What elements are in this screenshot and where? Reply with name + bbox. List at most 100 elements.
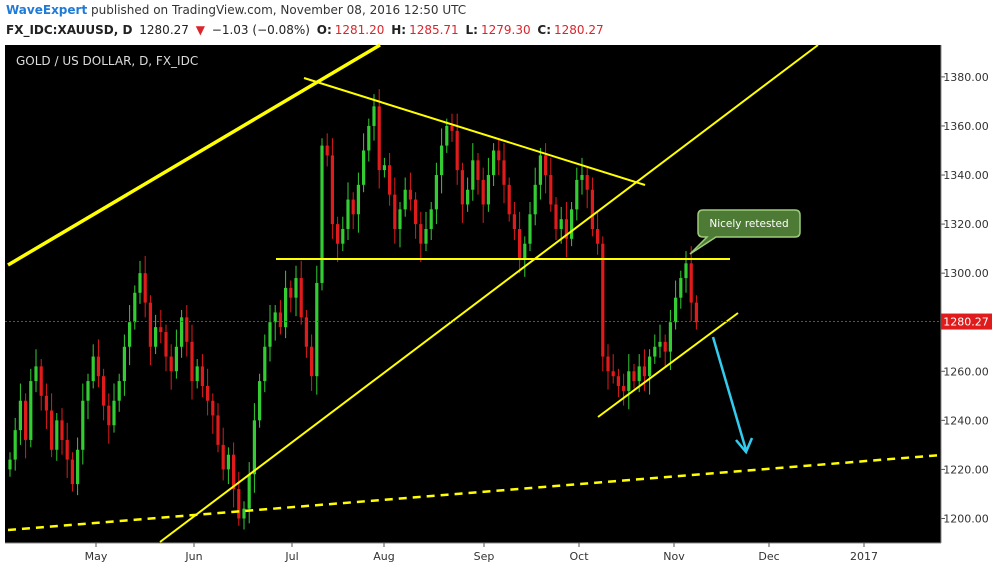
candle-body xyxy=(382,165,386,171)
candle-body xyxy=(122,346,126,382)
candle-body xyxy=(533,184,537,215)
candle-body xyxy=(195,366,199,382)
candle-body xyxy=(403,189,407,210)
candle-body xyxy=(408,189,412,200)
candle-body xyxy=(304,317,308,347)
candle-body xyxy=(434,175,438,210)
candle-body xyxy=(398,209,402,229)
candle-body xyxy=(393,194,397,229)
candle-body xyxy=(616,376,620,386)
candle-body xyxy=(694,302,698,323)
candles-group xyxy=(8,89,698,530)
annotation-callout[interactable]: Nicely retested xyxy=(689,209,801,255)
candle-body xyxy=(268,322,272,347)
candle-body xyxy=(601,243,605,357)
candle-body xyxy=(154,327,158,347)
candle-body xyxy=(356,184,360,215)
rising-channel-line[interactable] xyxy=(159,44,819,543)
candle-body xyxy=(117,381,121,401)
candle-body xyxy=(34,366,38,382)
candle-body xyxy=(570,209,574,239)
candle-body xyxy=(185,317,189,342)
x-tick-label: Oct xyxy=(569,550,589,563)
candle-body xyxy=(611,371,615,377)
candle-body xyxy=(13,430,17,460)
candle-body xyxy=(18,400,22,431)
candle-body xyxy=(580,175,584,180)
candle-body xyxy=(554,204,558,229)
candle-body xyxy=(143,273,147,303)
candle-body xyxy=(294,278,298,298)
candle-body xyxy=(455,130,459,171)
candle-body xyxy=(445,125,449,146)
candle-body xyxy=(684,263,688,279)
close-value: 1280.27 xyxy=(554,23,604,37)
candle-body xyxy=(341,228,345,244)
candle-body xyxy=(211,400,215,416)
candle-body xyxy=(96,356,100,377)
y-tick-label: 1340.00 xyxy=(943,169,989,182)
candle-body xyxy=(174,346,178,372)
price-axis[interactable]: 1200.001220.001240.001260.001280.001300.… xyxy=(940,45,989,543)
candle-body xyxy=(60,420,64,440)
candle-body xyxy=(377,106,381,171)
candle-body xyxy=(502,160,506,185)
candle-body xyxy=(460,170,464,205)
candle-body xyxy=(642,366,646,377)
y-tick-label: 1260.00 xyxy=(943,365,989,378)
candle-body xyxy=(278,312,282,328)
drawings-group xyxy=(5,43,942,543)
candle-body xyxy=(325,145,329,156)
candle-body xyxy=(575,179,579,210)
candle-body xyxy=(549,175,553,205)
candle-body xyxy=(86,381,90,401)
candle-body xyxy=(627,371,631,391)
candle-body xyxy=(663,341,667,352)
candle-body xyxy=(44,395,48,411)
candle-body xyxy=(91,356,95,382)
candle-body xyxy=(8,459,12,470)
open-label: O: xyxy=(316,23,332,37)
arrow-shaft xyxy=(711,336,748,451)
candle-body xyxy=(486,175,490,205)
published-text: published on TradingView.com, November 0… xyxy=(91,3,467,17)
candle-body xyxy=(242,508,246,519)
plot-area[interactable] xyxy=(5,45,941,543)
y-tick-label: 1360.00 xyxy=(943,120,989,133)
dashed-support-line[interactable] xyxy=(7,453,942,532)
time-axis[interactable]: May Jun Jul Aug Sep Oct Nov Dec 2017 xyxy=(5,542,941,563)
candle-body xyxy=(497,150,501,161)
candle-body xyxy=(466,189,470,205)
candle-body xyxy=(419,224,423,244)
candle-body xyxy=(55,420,59,450)
y-tick-label: 1240.00 xyxy=(943,414,989,427)
symbol-label: FX_IDC:XAUUSD, D xyxy=(6,23,133,37)
down-arrow-icon: ▼ xyxy=(195,23,205,37)
candle-body xyxy=(492,150,496,176)
author-link[interactable]: WaveExpert xyxy=(6,3,88,17)
candle-body xyxy=(258,381,262,421)
price-chart[interactable]: Nicely retested GOLD / US DOLLAR, D, FX_… xyxy=(0,40,998,569)
candle-body xyxy=(564,219,568,239)
last-price: 1280.27 xyxy=(139,23,189,37)
candle-body xyxy=(674,297,678,323)
projection-arrow xyxy=(711,336,754,455)
candle-body xyxy=(263,346,267,382)
candle-body xyxy=(632,371,636,382)
last-price-tag-text: 1280.27 xyxy=(943,316,989,329)
candle-body xyxy=(351,199,355,215)
candle-body xyxy=(523,243,527,259)
arrow-head-icon xyxy=(735,437,754,455)
candle-body xyxy=(481,179,485,205)
x-tick-label: Sep xyxy=(474,550,495,563)
candle-body xyxy=(388,165,392,195)
candle-body xyxy=(289,287,293,298)
candle-body xyxy=(76,449,80,485)
candle-body xyxy=(559,219,563,229)
descending-resistance-line[interactable] xyxy=(303,77,646,186)
short-rising-support-line[interactable] xyxy=(597,312,739,418)
candle-body xyxy=(668,322,672,352)
x-tick-label: Aug xyxy=(373,550,394,563)
open-value: 1281.20 xyxy=(334,23,385,37)
x-tick-label: Jun xyxy=(184,550,202,563)
